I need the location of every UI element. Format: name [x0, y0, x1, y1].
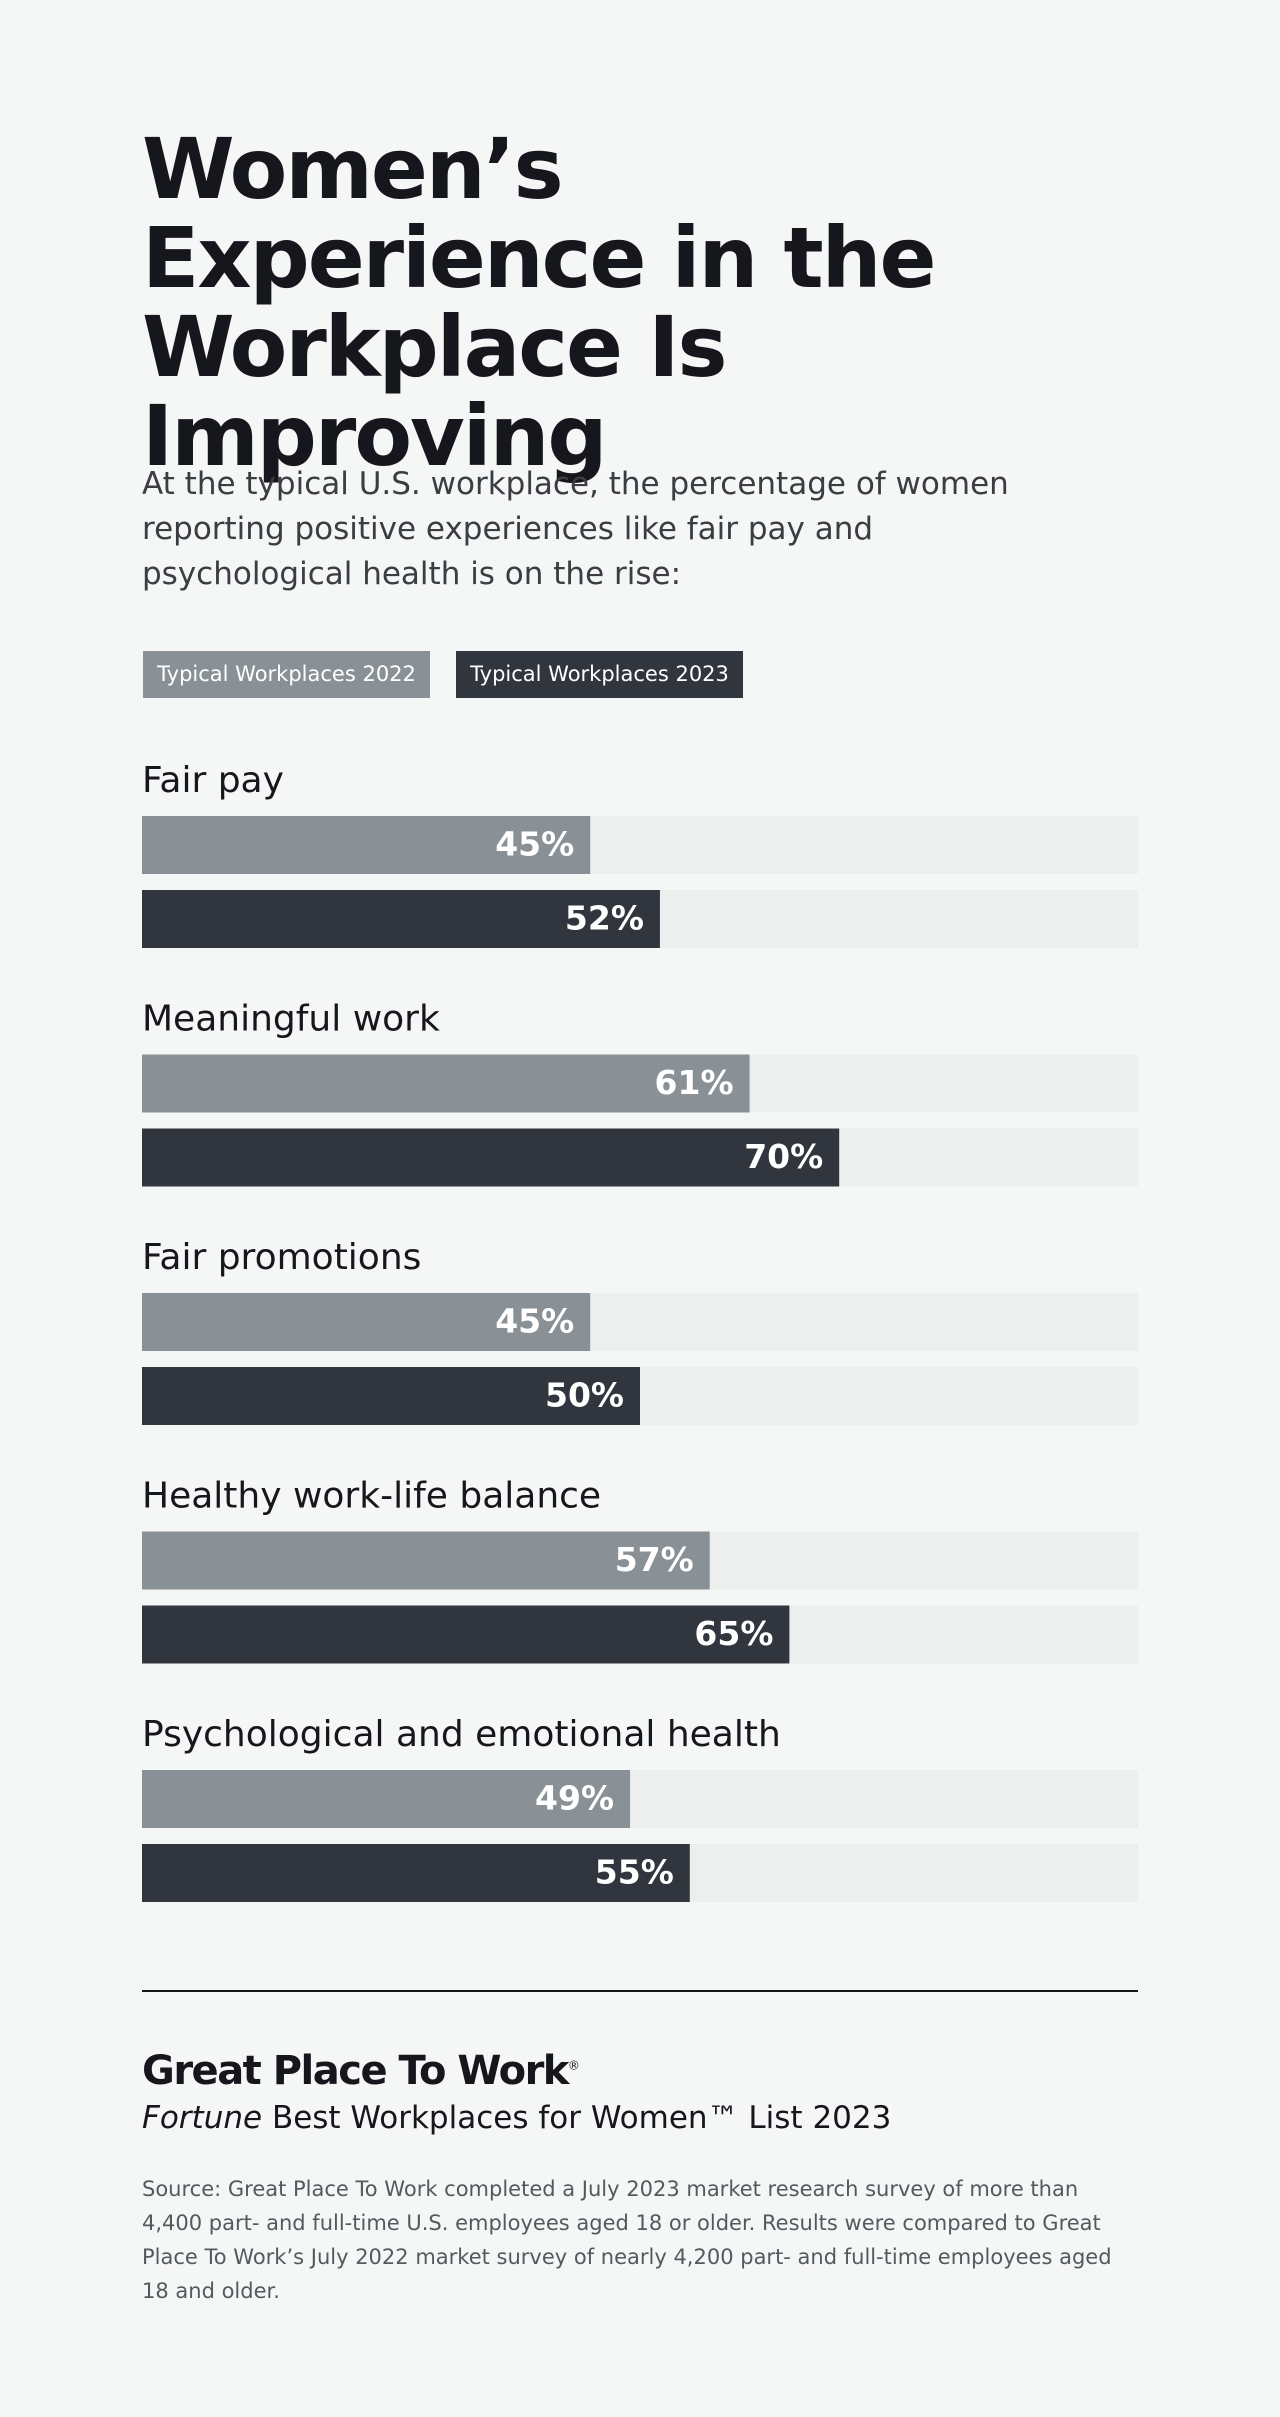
bar — [142, 1605, 790, 1664]
value-label: 65% — [694, 1614, 773, 1653]
value-label: 50% — [545, 1376, 624, 1415]
bar — [142, 1367, 640, 1425]
category-label: Fair pay — [142, 760, 284, 801]
bar — [142, 1531, 710, 1590]
value-label: 57% — [615, 1540, 694, 1579]
value-label: 61% — [655, 1063, 734, 1102]
value-label: 45% — [495, 1302, 574, 1341]
value-label: 70% — [744, 1137, 823, 1176]
logo-mark: ® — [567, 2058, 580, 2073]
bar — [142, 816, 591, 874]
list-name: Best Workplaces for Women™ List 2023 — [271, 2100, 892, 2136]
category-label: Healthy work-life balance — [142, 1476, 601, 1517]
category-label: Psychological and emotional health — [142, 1714, 781, 1755]
bar — [142, 1293, 591, 1351]
source: Source: Great Place To Work completed a … — [142, 2177, 1112, 2303]
title: Women’s Experience in the Workplace Is I… — [142, 120, 936, 485]
value-label: 49% — [535, 1779, 614, 1818]
bar — [142, 1054, 750, 1113]
bar — [142, 1844, 690, 1902]
value-label: 52% — [565, 899, 644, 938]
bar — [142, 1770, 631, 1828]
value-label: 55% — [595, 1853, 674, 1892]
publication: Fortune Best Workplaces for Women™ List … — [142, 2100, 891, 2136]
logo: Great Place To Work® — [142, 2048, 580, 2094]
subtitle: At the typical U.S. workplace, the perce… — [142, 466, 1009, 592]
bar — [142, 890, 660, 948]
category-label: Fair promotions — [142, 1237, 421, 1278]
legend-label: Typical Workplaces 2022 — [156, 662, 416, 686]
bar — [142, 1128, 840, 1187]
legend-swatch — [143, 651, 430, 698]
legend-label: Typical Workplaces 2023 — [469, 662, 729, 686]
value-label: 45% — [495, 825, 574, 864]
logo-text: Great Place To Work — [142, 2048, 569, 2094]
category-label: Meaningful work — [142, 999, 440, 1040]
publication-name: Fortune — [142, 2100, 263, 2136]
legend-swatch — [456, 651, 743, 698]
